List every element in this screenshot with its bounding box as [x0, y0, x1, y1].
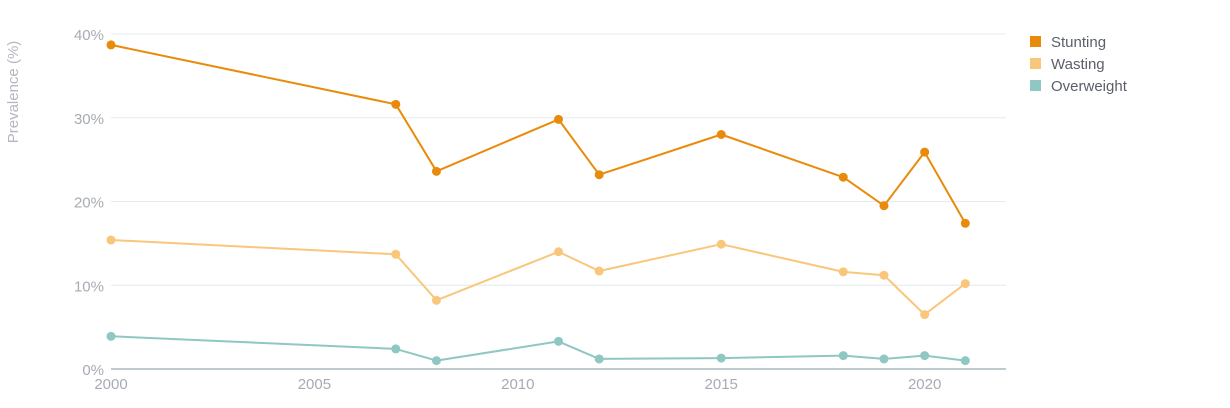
series-lines: [106, 40, 970, 366]
x-tick-label: 2005: [298, 376, 331, 393]
data-point-stunting: [716, 130, 726, 139]
data-point-wasting: [554, 247, 563, 257]
legend-swatch-overweight: [1030, 80, 1041, 91]
data-point-wasting: [594, 266, 604, 276]
data-point-wasting: [960, 279, 970, 289]
legend-swatch-wasting: [1030, 58, 1041, 69]
data-point-stunting: [431, 166, 441, 176]
y-tick-label: 10%: [74, 278, 104, 295]
data-point-overweight: [716, 353, 726, 363]
axes: 0% 10% 20% 30% 40% 2000 2005 2010 2015 2020: [74, 27, 1006, 393]
data-point-overweight: [879, 354, 889, 364]
y-tick-label: 30%: [74, 111, 104, 128]
data-point-stunting: [879, 201, 889, 211]
data-point-overweight: [920, 351, 930, 361]
data-point-overweight: [838, 351, 848, 361]
series-line-wasting: [110, 239, 966, 316]
y-axis-label: Prevalence (%): [5, 41, 22, 144]
legend-label-overweight: Overweight: [1051, 78, 1128, 95]
y-tick-label: 40%: [74, 27, 104, 44]
data-point-stunting: [920, 147, 930, 157]
data-point-stunting: [960, 218, 970, 228]
data-point-wasting: [920, 310, 930, 320]
data-point-stunting: [391, 99, 401, 109]
data-point-wasting: [716, 239, 726, 249]
data-point-wasting: [391, 249, 401, 259]
y-tick-label: 0%: [82, 362, 104, 379]
data-point-overweight: [106, 331, 116, 341]
x-tick-label: 2000: [94, 376, 127, 393]
data-point-overweight: [594, 354, 604, 364]
data-point-overweight: [960, 356, 970, 366]
x-tick-label: 2020: [908, 376, 941, 393]
legend-label-stunting: Stunting: [1051, 34, 1106, 51]
series-overweight: [106, 331, 970, 366]
data-point-stunting: [838, 172, 848, 182]
data-point-wasting: [106, 235, 116, 245]
series-wasting: [106, 235, 970, 320]
legend: Stunting Wasting Overweight: [1030, 34, 1128, 95]
x-tick-label: 2010: [501, 376, 534, 393]
data-point-stunting: [554, 114, 563, 124]
y-tick-label: 20%: [74, 195, 104, 212]
data-point-wasting: [879, 270, 889, 280]
x-tick-label: 2015: [705, 376, 738, 393]
data-point-stunting: [106, 40, 116, 50]
data-point-overweight: [554, 336, 563, 346]
series-stunting: [106, 40, 970, 228]
series-line-stunting: [110, 43, 967, 224]
data-point-wasting: [431, 295, 441, 305]
data-point-stunting: [594, 170, 604, 180]
data-point-overweight: [431, 356, 441, 366]
legend-swatch-stunting: [1030, 36, 1041, 47]
data-point-wasting: [838, 267, 848, 277]
data-point-overweight: [391, 344, 401, 354]
legend-label-wasting: Wasting: [1051, 56, 1105, 73]
series-line-overweight: [110, 335, 966, 362]
